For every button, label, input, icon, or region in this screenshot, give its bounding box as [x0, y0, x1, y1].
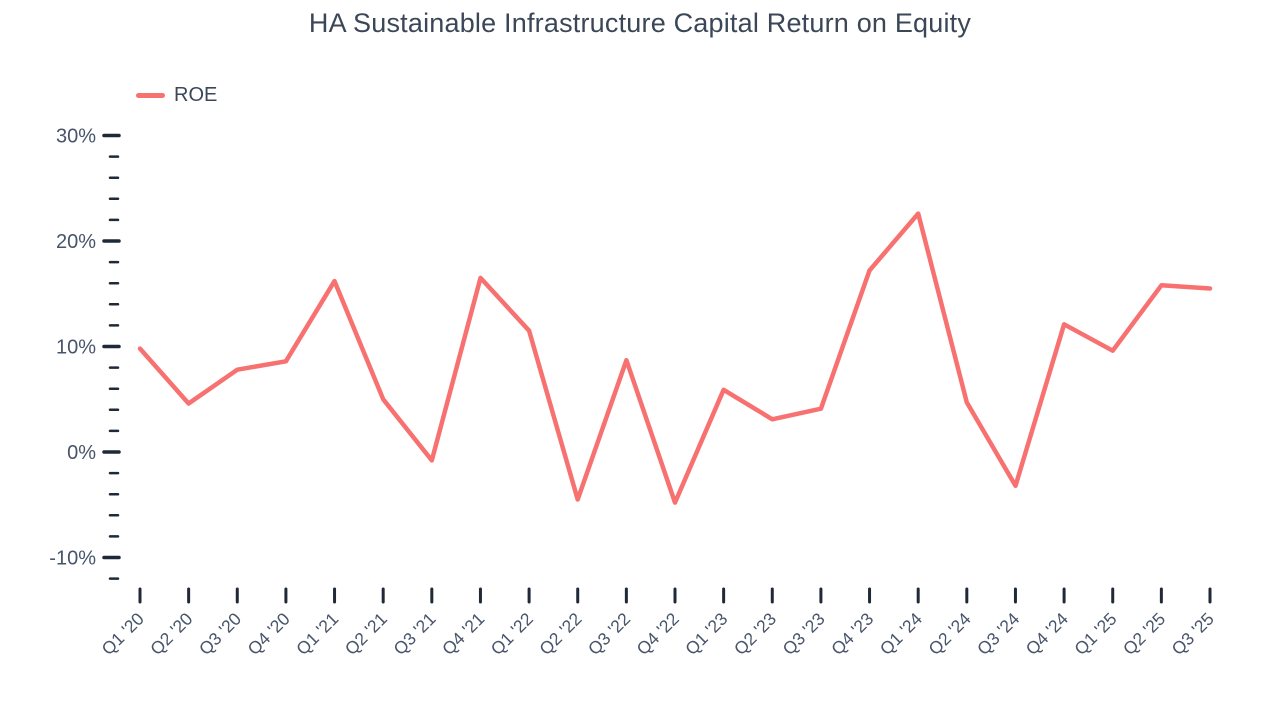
x-axis-tick-label: Q3 '20	[195, 608, 245, 658]
x-axis-tick-label: Q4 '24	[1022, 608, 1072, 658]
x-axis-tick-label: Q2 '20	[146, 608, 196, 658]
x-axis-tick-label: Q3 '24	[973, 608, 1023, 658]
x-axis-tick-label: Q2 '23	[730, 609, 780, 659]
x-axis-tick-label: Q3 '23	[779, 609, 829, 659]
x-axis-tick-label: Q1 '20	[98, 608, 148, 658]
legend-line-swatch	[136, 93, 165, 98]
x-axis-tick-label: Q1 '24	[876, 608, 926, 658]
x-axis-tick-label: Q3 '21	[389, 609, 439, 659]
x-axis-tick-label: Q2 '21	[341, 609, 391, 659]
x-axis-tick-label: Q4 '21	[438, 609, 488, 659]
y-axis-tick-label: 0%	[67, 442, 96, 464]
y-axis-tick-label: 30%	[56, 126, 96, 148]
roe-line	[137, 211, 1213, 505]
x-axis-tick-label: Q4 '22	[633, 609, 683, 659]
x-axis-tick-label: Q2 '25	[1119, 609, 1169, 659]
legend-label: ROE	[174, 84, 218, 106]
x-axis-tick-label: Q4 '23	[827, 609, 877, 659]
y-axis-tick-label: 20%	[56, 231, 96, 253]
x-axis-tick-label: Q4 '20	[244, 608, 294, 658]
x-axis-tick-label: Q2 '22	[535, 609, 585, 659]
x-axis-tick-label: Q1 '23	[681, 609, 731, 659]
x-axis-tick-label: Q2 '24	[924, 608, 974, 658]
x-axis-tick-label: Q3 '25	[1168, 609, 1218, 659]
legend: ROE	[136, 84, 217, 107]
x-axis-tick-label: Q3 '22	[584, 609, 634, 659]
chart-title: HA Sustainable Infrastructure Capital Re…	[308, 8, 972, 38]
y-axis-tick-label: -10%	[49, 548, 96, 570]
x-axis-tick-label: Q1 '21	[292, 609, 342, 659]
x-axis-tick-label: Q1 '25	[1070, 609, 1120, 659]
x-axis-tick-label: Q1 '22	[487, 609, 537, 659]
y-axis-tick-label: 10%	[56, 337, 96, 359]
